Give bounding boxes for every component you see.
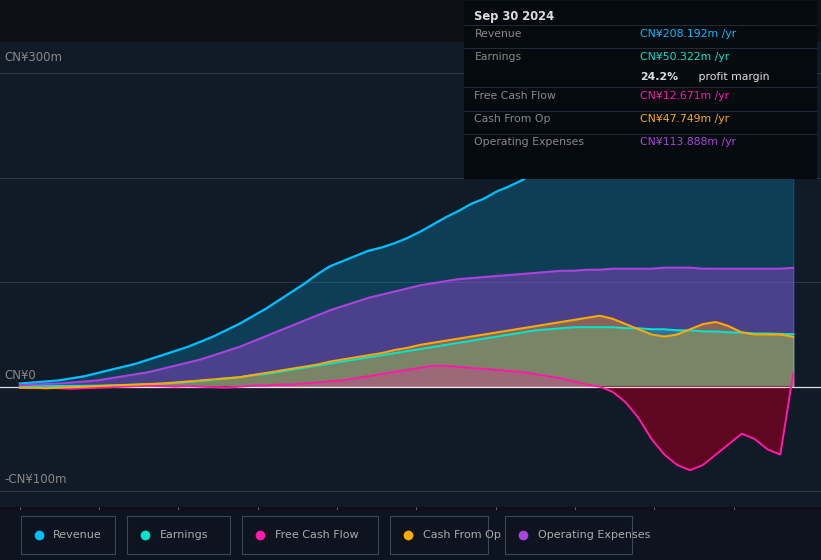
Text: Free Cash Flow: Free Cash Flow bbox=[475, 91, 557, 101]
Text: 24.2%: 24.2% bbox=[640, 72, 678, 82]
Text: CN¥300m: CN¥300m bbox=[4, 51, 62, 64]
Text: CN¥208.192m /yr: CN¥208.192m /yr bbox=[640, 29, 736, 39]
Text: CN¥113.888m /yr: CN¥113.888m /yr bbox=[640, 137, 736, 147]
Text: CN¥47.749m /yr: CN¥47.749m /yr bbox=[640, 114, 730, 124]
Text: Earnings: Earnings bbox=[475, 52, 521, 62]
Text: Free Cash Flow: Free Cash Flow bbox=[275, 530, 359, 540]
Text: CN¥0: CN¥0 bbox=[4, 369, 36, 382]
Text: Cash From Op: Cash From Op bbox=[475, 114, 551, 124]
Bar bbox=[21, 516, 115, 554]
Text: Cash From Op: Cash From Op bbox=[423, 530, 501, 540]
Text: Revenue: Revenue bbox=[475, 29, 522, 39]
Text: Revenue: Revenue bbox=[53, 530, 102, 540]
Text: Sep 30 2024: Sep 30 2024 bbox=[475, 10, 554, 23]
Text: CN¥50.322m /yr: CN¥50.322m /yr bbox=[640, 52, 730, 62]
Text: CN¥12.671m /yr: CN¥12.671m /yr bbox=[640, 91, 730, 101]
Text: Operating Expenses: Operating Expenses bbox=[538, 530, 650, 540]
Text: profit margin: profit margin bbox=[695, 72, 769, 82]
Bar bbox=[390, 516, 488, 554]
Bar bbox=[127, 516, 230, 554]
Text: Operating Expenses: Operating Expenses bbox=[475, 137, 585, 147]
Bar bbox=[242, 516, 378, 554]
Text: Earnings: Earnings bbox=[160, 530, 209, 540]
Bar bbox=[505, 516, 632, 554]
Text: -CN¥100m: -CN¥100m bbox=[4, 474, 67, 487]
